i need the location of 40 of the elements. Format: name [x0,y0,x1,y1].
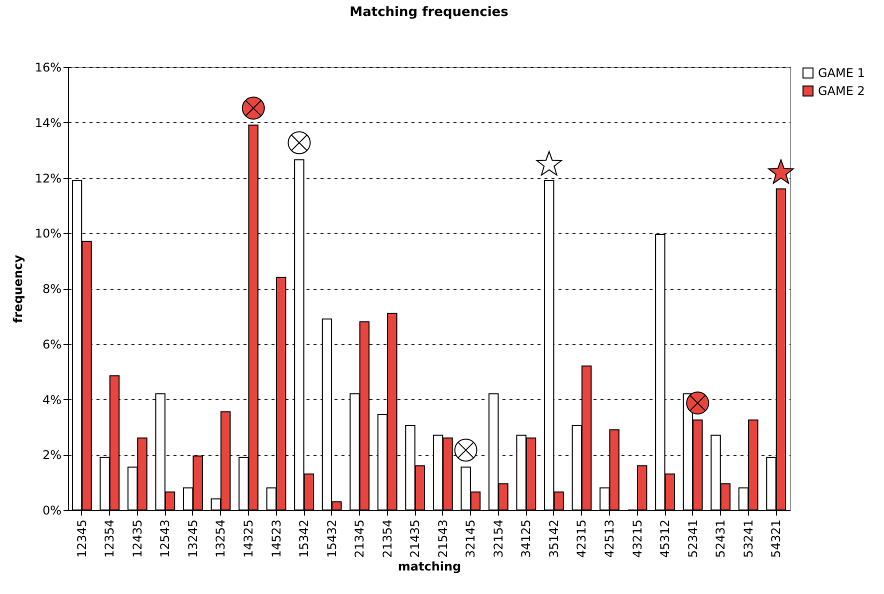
x-tick-label: 12435 [130,520,144,558]
y-tick-label: 16% [34,60,62,74]
x-tick-label: 21543 [436,520,450,558]
x-tick-label: 32145 [464,520,478,558]
x-tick-label: 12354 [102,520,117,558]
x-tick-label: 14523 [269,520,284,558]
y-tick-label: 4% [42,392,62,407]
x-tick-label: 21354 [380,520,394,558]
y-tick-label: 12% [34,171,62,186]
x-tick-label: 34125 [519,520,534,558]
y-tick-label: 8% [42,282,62,296]
x-tick-label: 15342 [297,520,312,558]
legend-label: GAME 2 [818,84,865,98]
chart-title: Matching frequencies [350,5,509,20]
x-tick-label: 12345 [74,520,89,558]
x-tick-label: 21435 [408,520,422,558]
x-tick-label: 54321 [769,520,784,558]
legend-label: GAME 1 [818,66,865,80]
x-tick-label: 14325 [242,520,256,558]
y-axis-title: frequency [10,254,25,324]
x-tick-label: 42315 [574,520,589,558]
x-tick-label: 13254 [214,520,228,558]
x-tick-label: 13245 [186,520,200,558]
y-tick-label: 10% [34,226,62,241]
y-tick-label: 0% [42,504,62,518]
x-tick-label: 21345 [352,520,367,558]
x-tick-label: 45312 [658,520,672,558]
x-tick-label: 32154 [491,520,506,558]
x-tick-label: 52341 [686,520,700,558]
x-tick-label: 53241 [741,520,756,558]
x-tick-label: 12543 [158,520,172,558]
y-tick-label: 14% [34,116,62,130]
x-tick-label: 42513 [602,520,616,558]
x-tick-label: 52431 [714,520,728,558]
x-axis-title: matching [398,560,462,574]
y-tick-label: 6% [42,337,62,352]
x-tick-label: 43215 [630,520,644,558]
x-tick-label: 35142 [546,520,561,558]
x-tick-label: 15432 [324,520,339,558]
y-tick-label: 2% [42,448,62,462]
